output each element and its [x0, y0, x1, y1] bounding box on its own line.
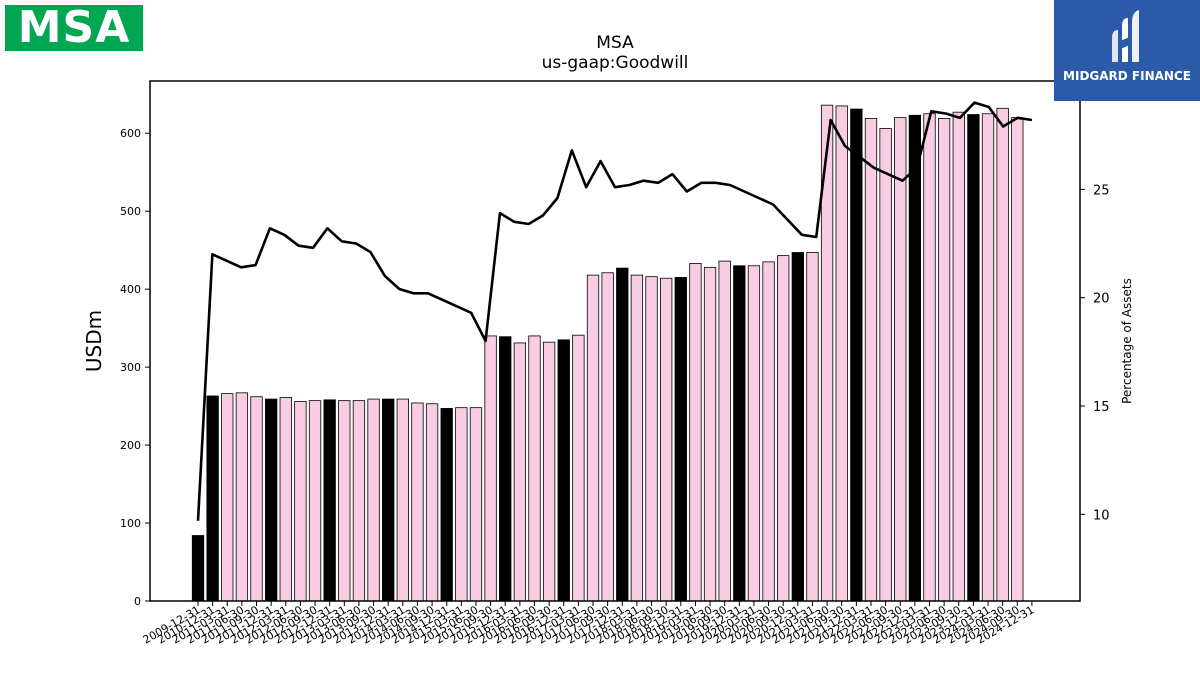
- bar-2015-06-30: [469, 407, 483, 602]
- midgard-logo-text: MIDGARD FINANCE: [1063, 69, 1191, 83]
- bar-2011-06-30: [235, 392, 249, 602]
- bar-2013-06-30: [352, 400, 366, 602]
- bar-2020-12-31: [791, 252, 804, 602]
- bar-2019-09-30: [718, 260, 731, 602]
- y-axis-label: USDm: [82, 310, 106, 372]
- bar-2015-12-31: [499, 336, 512, 602]
- line-layer: [196, 101, 1033, 521]
- bar-2011-09-30: [250, 396, 263, 602]
- bar-2018-09-30: [660, 277, 673, 602]
- plot-frame: [149, 80, 1081, 602]
- y-tick-label: 0: [134, 595, 141, 608]
- y2-tick-label: 25: [1093, 183, 1110, 198]
- bar-2014-12-31: [440, 408, 453, 602]
- bar-2020-06-30: [762, 261, 775, 602]
- bar-2017-06-30: [586, 274, 600, 602]
- bar-2020-09-30: [777, 255, 790, 602]
- bar-2016-03-31: [513, 342, 527, 602]
- bar-2012-12-31: [323, 399, 336, 602]
- bar-2014-09-30: [425, 403, 439, 602]
- chart-title: MSA: [596, 33, 634, 53]
- pct-of-assets-line: [196, 101, 1033, 521]
- bar-2018-06-30: [645, 276, 658, 602]
- bar-2013-03-31: [338, 400, 351, 602]
- y-tick-label: 300: [120, 361, 141, 374]
- bar-2017-09-30: [601, 272, 614, 602]
- bar-2021-09-30: [835, 105, 848, 602]
- bar-2018-03-31: [630, 274, 644, 602]
- msa-logo-text: MSA: [17, 2, 131, 53]
- y-tick-label: 500: [120, 205, 141, 218]
- bar-2013-12-31: [382, 398, 395, 602]
- y-tick-label: 100: [120, 517, 141, 530]
- bar-2013-09-30: [367, 398, 380, 602]
- bar-2023-06-30: [937, 118, 951, 602]
- bar-2019-03-31: [689, 263, 702, 602]
- bar-2018-12-31: [674, 277, 687, 602]
- msa-logo: MSA: [5, 5, 143, 51]
- x-axis: 2009-12-312010-12-312011-03-312011-06-30…: [141, 601, 1036, 647]
- bar-2019-12-31: [733, 265, 746, 602]
- bar-2020-03-31: [747, 265, 761, 602]
- bar-2021-03-31: [806, 252, 819, 602]
- y-tick-label: 400: [120, 283, 141, 296]
- y2-tick-label: 10: [1093, 508, 1110, 523]
- bar-2023-09-30: [952, 111, 965, 602]
- bar-2017-03-31: [572, 334, 585, 602]
- midgard-emblem-icon: [1112, 10, 1139, 62]
- bar-2021-12-31: [850, 108, 863, 602]
- y-axis-right: 10 15 20 25: [1080, 183, 1110, 523]
- bar-2012-06-30: [294, 401, 307, 602]
- bar-2016-06-30: [528, 335, 541, 602]
- y-axis-left: 0 100 200 300 400 500 600: [120, 127, 150, 608]
- bar-2022-12-31: [908, 114, 922, 602]
- bar-2022-03-31: [864, 118, 878, 602]
- bar-2022-09-30: [894, 117, 907, 602]
- bar-2009-12-31: [191, 535, 205, 602]
- bar-2017-12-31: [616, 267, 629, 602]
- bar-2024-03-31: [981, 113, 995, 602]
- y2-tick-label: 15: [1093, 400, 1110, 415]
- bar-2024-06-30: [996, 107, 1009, 602]
- bars-layer: [191, 104, 1024, 602]
- y-tick-label: 200: [120, 439, 141, 452]
- bar-2023-12-31: [967, 114, 980, 602]
- bar-2012-09-30: [308, 400, 322, 602]
- midgard-finance-logo: MIDGARD FINANCE: [1054, 0, 1200, 101]
- bar-2022-06-30: [879, 128, 892, 602]
- y-tick-label: 600: [120, 127, 141, 140]
- bar-2012-03-31: [279, 397, 292, 602]
- bar-2011-12-31: [264, 398, 278, 602]
- bar-2010-12-31: [206, 395, 219, 602]
- bar-2016-09-30: [542, 341, 556, 602]
- y2-tick-label: 20: [1093, 292, 1110, 307]
- bar-2015-09-30: [484, 335, 497, 602]
- y2-axis-label: Percentage of Assets: [1120, 278, 1134, 404]
- chart-subtitle: us-gaap:Goodwill: [542, 53, 689, 73]
- bar-2023-03-31: [923, 113, 936, 602]
- bar-2019-06-30: [703, 266, 717, 602]
- bar-2024-09-30: [1011, 117, 1024, 602]
- bar-2014-06-30: [411, 402, 424, 602]
- bar-2015-03-31: [455, 407, 468, 602]
- bar-2011-03-31: [221, 393, 234, 602]
- bar-2016-12-31: [557, 339, 570, 602]
- bar-2014-03-31: [396, 398, 409, 602]
